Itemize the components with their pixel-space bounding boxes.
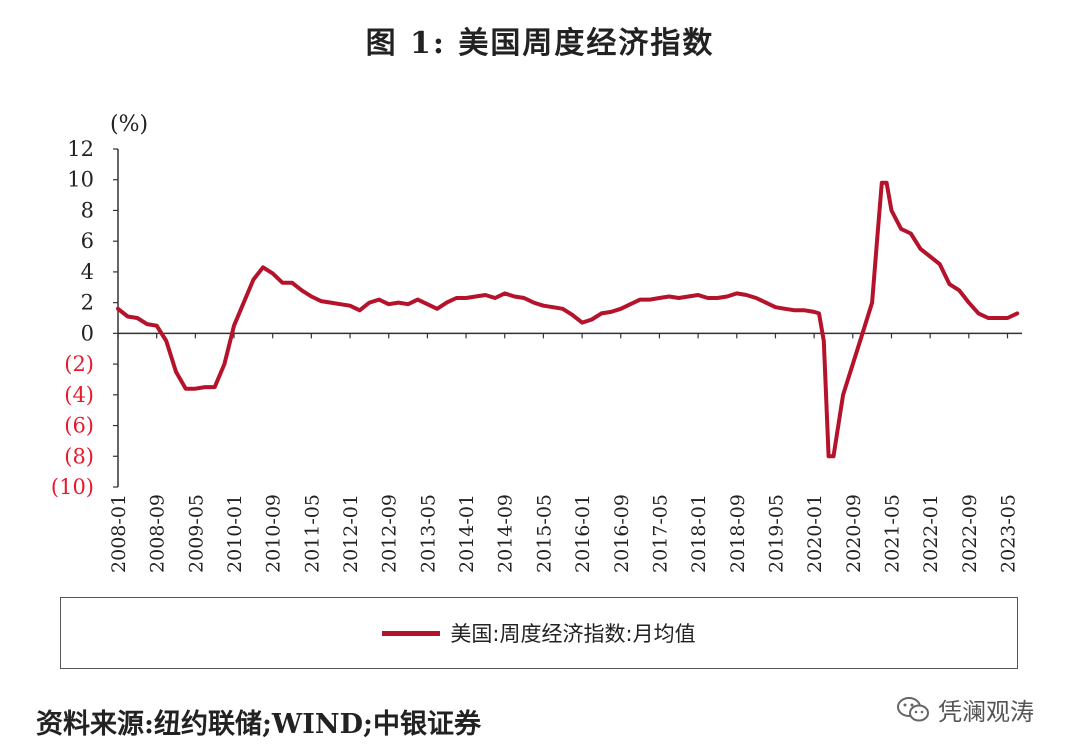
x-tick-label: 2019-05 (765, 494, 787, 573)
x-tick-label: 2012-09 (379, 494, 401, 573)
x-tick-label: 2018-01 (688, 494, 710, 573)
y-tick-label: (2) (64, 352, 94, 376)
y-tick-label: 4 (81, 260, 94, 284)
x-tick-label: 2017-05 (649, 494, 671, 573)
y-tick-label: 8 (81, 198, 94, 222)
chart-axes: (%) (110, 112, 1022, 487)
series-layer (116, 180, 1020, 459)
y-tick-label: (6) (64, 414, 94, 438)
x-tick-label: 2023-05 (997, 494, 1019, 573)
x-axis-ticks: 2008-01 2008-09 2009-05 2010-01 2010-09 2011-… (108, 333, 1019, 573)
legend-label: 美国:周度经济指数:月均值 (450, 622, 696, 646)
y-tick-label: 10 (67, 168, 94, 192)
y-tick-label: 6 (81, 229, 94, 253)
series-line (116, 180, 1020, 459)
y-axis-ticks: 12 10 8 6 4 2 0 (2) (4) (6) (8) (10) (51, 137, 118, 499)
wechat-icon (897, 696, 929, 721)
chart-title: 图 1: 美国周度经济指数 (365, 26, 715, 61)
y-tick-label: 2 (81, 291, 94, 315)
y-tick-label: 12 (67, 137, 94, 161)
x-tick-label: 2016-09 (611, 494, 633, 573)
watermark-text: 凭澜观涛 (938, 698, 1034, 726)
x-tick-label: 2014-01 (456, 494, 478, 573)
x-tick-label: 2021-05 (881, 494, 903, 573)
y-tick-label: (10) (51, 475, 94, 499)
x-tick-label: 2011-05 (301, 494, 323, 573)
x-tick-label: 2013-05 (417, 494, 439, 573)
source-note: 资料来源:纽约联储;WIND;中银证券 (36, 709, 481, 740)
x-tick-label: 2010-09 (263, 494, 285, 573)
x-tick-label: 2014-09 (495, 494, 517, 573)
x-tick-label: 2009-05 (185, 494, 207, 573)
y-tick-label: (8) (64, 444, 94, 468)
legend-swatch (382, 630, 441, 636)
x-tick-label: 2012-01 (340, 494, 362, 573)
x-tick-label: 2018-09 (727, 494, 749, 573)
x-tick-label: 2010-01 (224, 494, 246, 573)
x-tick-label: 2022-09 (959, 494, 981, 573)
x-tick-label: 2016-01 (572, 494, 594, 573)
x-tick-label: 2020-01 (804, 494, 826, 573)
x-tick-label: 2020-09 (843, 494, 865, 573)
watermark: 凭澜观涛 (896, 692, 1034, 727)
y-tick-label: 0 (81, 321, 94, 345)
x-tick-label: 2008-01 (108, 494, 130, 573)
y-tick-label: (4) (64, 383, 94, 407)
legend: 美国:周度经济指数:月均值 (60, 597, 1018, 669)
x-tick-label: 2015-05 (533, 494, 555, 573)
y-axis-label: (%) (110, 112, 148, 137)
x-tick-label: 2022-01 (920, 494, 942, 573)
x-tick-label: 2008-09 (147, 494, 169, 573)
